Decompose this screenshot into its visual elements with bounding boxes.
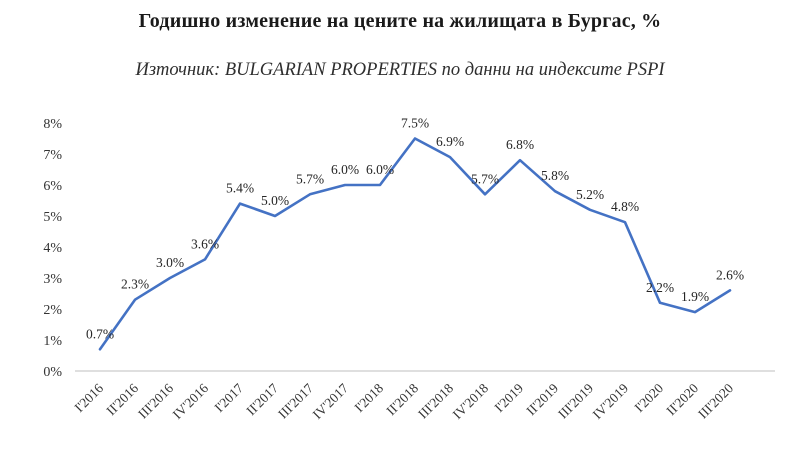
line-chart: 0%1%2%3%4%5%6%7%8%I'2016II'2016III'2016I…: [43, 116, 775, 422]
x-tick-label: I'2020: [632, 380, 667, 415]
data-label: 6.0%: [331, 162, 359, 177]
y-tick-label: 1%: [43, 334, 62, 349]
data-label: 7.5%: [401, 116, 429, 131]
y-tick-label: 3%: [43, 272, 62, 287]
data-label: 6.8%: [506, 137, 534, 152]
x-tick-label: I'2017: [212, 380, 247, 415]
data-label: 6.0%: [366, 162, 394, 177]
data-label: 0.7%: [86, 326, 114, 341]
data-line: [98, 137, 732, 351]
x-tick-label: III'2019: [555, 380, 596, 421]
x-tick-label: IV'2019: [590, 380, 632, 422]
y-tick-label: 0%: [43, 365, 62, 380]
chart-title: Годишно изменение на цените на жилищата …: [138, 10, 662, 32]
data-label: 2.2%: [646, 280, 674, 295]
data-label: 4.8%: [611, 199, 639, 214]
x-tick-label: I'2019: [492, 380, 527, 415]
x-tick-label: III'2016: [135, 380, 176, 421]
data-label: 2.3%: [121, 277, 149, 292]
data-label: 5.0%: [261, 193, 289, 208]
x-tick-label: IV'2017: [310, 380, 352, 422]
y-tick-label: 2%: [43, 303, 62, 318]
data-label: 2.6%: [716, 267, 744, 282]
y-tick-label: 5%: [43, 210, 62, 225]
x-tick-label: III'2020: [695, 380, 736, 421]
x-tick-label: IV'2016: [170, 380, 212, 422]
data-label: 3.0%: [156, 255, 184, 270]
x-tick-label: I'2016: [72, 380, 107, 415]
data-label: 3.6%: [191, 236, 219, 251]
data-label: 5.7%: [471, 171, 499, 186]
data-label: 5.7%: [296, 171, 324, 186]
data-label: 1.9%: [681, 289, 709, 304]
chart-subtitle: Източник: BULGARIAN PROPERTIES по данни …: [135, 60, 665, 80]
y-tick-label: 8%: [43, 117, 62, 132]
x-tick-label: III'2017: [275, 380, 316, 421]
x-tick-label: I'2018: [352, 380, 387, 415]
data-label: 5.8%: [541, 168, 569, 183]
x-tick-label: III'2018: [415, 380, 456, 421]
data-label: 5.4%: [226, 181, 254, 196]
y-tick-label: 6%: [43, 179, 62, 194]
data-label: 6.9%: [436, 134, 464, 149]
data-label: 5.2%: [576, 187, 604, 202]
y-tick-label: 4%: [43, 241, 62, 256]
x-tick-label: IV'2018: [450, 380, 492, 422]
y-tick-label: 7%: [43, 148, 62, 163]
